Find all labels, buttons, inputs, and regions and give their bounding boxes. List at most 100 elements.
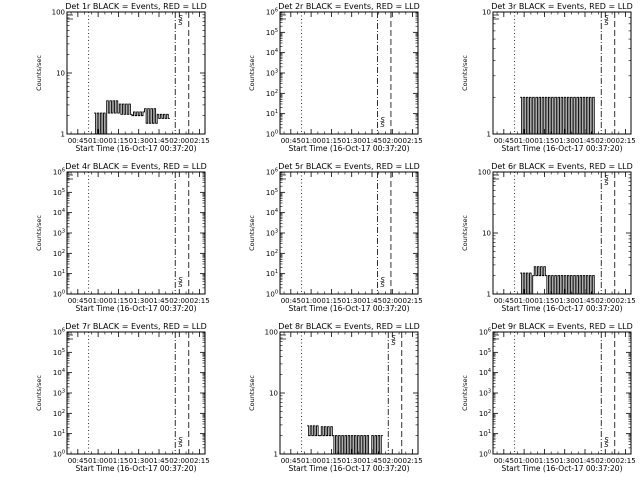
y-tick-label: 104: [266, 48, 278, 57]
x-tick-label: 00:45: [68, 137, 88, 145]
y-tick-label-exp: 4: [488, 368, 491, 374]
y-tick-label-exp: 1: [62, 269, 65, 275]
y-tick-label: 100: [53, 290, 65, 299]
x-tick-label: 02:15: [189, 297, 209, 305]
y-tick-label: 104: [479, 368, 491, 377]
x-tick-label: 01:15: [321, 457, 341, 465]
x-tick-label: 01:15: [108, 297, 128, 305]
x-tick-label: 01:30: [129, 137, 149, 145]
y-tick-label: 10: [269, 390, 278, 398]
panel-title: Det 9r BLACK = Events, RED = LLD: [491, 322, 633, 331]
y-axis-label: Counts/sec: [35, 215, 43, 251]
x-tick-label: 01:30: [342, 297, 362, 305]
annotation-label: S: [178, 436, 183, 444]
y-tick-label: 10: [482, 230, 491, 238]
panel-7: Det 7r BLACK = Events, RED = LLD10010110…: [35, 322, 210, 473]
y-tick-label: 105: [266, 28, 278, 37]
x-axis-label: Start Time (16-Oct-17 00:37:20): [501, 144, 622, 153]
panel-2: Det 2r BLACK = Events, RED = LLD10010110…: [248, 2, 423, 153]
x-tick-label: 01:45: [149, 137, 169, 145]
y-tick-label: 103: [479, 389, 491, 398]
y-tick-label-exp: 5: [488, 348, 491, 354]
y-tick-label-exp: 1: [275, 269, 278, 275]
x-tick-label: 00:45: [281, 457, 301, 465]
y-tick-label: 100: [265, 329, 278, 337]
y-tick-label: 105: [53, 188, 65, 197]
x-tick-label: 02:00: [382, 297, 402, 305]
annotation-label: S: [380, 116, 385, 124]
y-tick-label: 102: [266, 249, 278, 258]
y-tick-label: 101: [266, 109, 278, 118]
x-axis-label: Start Time (16-Oct-17 00:37:20): [501, 304, 622, 313]
annotation-label: S: [178, 276, 183, 284]
x-tick-label: 00:45: [68, 297, 88, 305]
x-tick-label: 01:15: [108, 457, 128, 465]
x-tick-label: 02:15: [189, 137, 209, 145]
x-tick-label: 02:15: [615, 137, 635, 145]
x-tick-label: 01:30: [342, 137, 362, 145]
y-tick-label-exp: 2: [488, 409, 491, 415]
y-tick-label-exp: 6: [62, 168, 65, 174]
annotation-label: S: [604, 179, 609, 187]
x-tick-label: 02:15: [402, 457, 422, 465]
plot-frame: [279, 11, 419, 135]
panel-8: Det 8r BLACK = Events, RED = LLD 1 10 100 00…: [248, 322, 423, 473]
y-tick-label: 1: [487, 291, 491, 299]
annotation-label: S: [604, 14, 609, 22]
y-tick-label: 106: [266, 8, 278, 17]
x-tick-label: 01:00: [301, 457, 321, 465]
x-tick-label: 02:00: [595, 137, 615, 145]
y-tick-label: 103: [266, 69, 278, 78]
x-tick-label: 01:15: [534, 137, 554, 145]
panel-title: Det 6r BLACK = Events, RED = LLD: [491, 162, 633, 171]
x-tick-label: 02:00: [169, 297, 189, 305]
x-tick-label: 00:45: [281, 297, 301, 305]
x-tick-label: 01:00: [514, 457, 534, 465]
y-tick-label: 100: [266, 290, 278, 299]
y-tick-label: 100: [479, 450, 491, 459]
y-tick-label-exp: 4: [62, 208, 65, 214]
x-tick-label: 00:45: [494, 137, 514, 145]
y-tick-label-exp: 6: [488, 328, 491, 334]
panel-1: Det 1r BLACK = Events, RED = LLD 1 10 100 00…: [35, 2, 210, 153]
y-tick-label-exp: 6: [275, 168, 278, 174]
y-tick-label-exp: 4: [62, 368, 65, 374]
y-tick-label: 106: [53, 328, 65, 337]
x-tick-label: 02:00: [595, 297, 615, 305]
y-tick-label-exp: 6: [62, 328, 65, 334]
y-tick-label-exp: 0: [275, 290, 278, 296]
plot-frame: [66, 331, 206, 455]
x-tick-label: 01:15: [321, 137, 341, 145]
panel-title: Det 8r BLACK = Events, RED = LLD: [278, 322, 420, 331]
x-tick-label: 01:45: [575, 297, 595, 305]
y-tick-label-exp: 1: [62, 429, 65, 435]
x-tick-label: 01:00: [88, 297, 108, 305]
y-tick-label: 102: [53, 409, 65, 418]
y-tick-label-exp: 0: [275, 130, 278, 136]
y-tick-label: 104: [53, 368, 65, 377]
y-tick-label-exp: 5: [62, 188, 65, 194]
y-tick-label: 100: [478, 169, 491, 177]
panel-title: Det 1r BLACK = Events, RED = LLD: [65, 2, 207, 11]
y-axis-label: Counts/sec: [248, 215, 256, 251]
y-tick-label: 103: [53, 229, 65, 238]
x-tick-label: 01:15: [534, 457, 554, 465]
y-axis-label: Counts/sec: [248, 375, 256, 411]
x-axis-label: Start Time (16-Oct-17 00:37:20): [75, 144, 196, 153]
y-tick-label-exp: 2: [62, 409, 65, 415]
y-tick-label: 101: [479, 429, 491, 438]
y-tick-label-exp: 3: [488, 389, 491, 395]
x-tick-label: 00:45: [281, 137, 301, 145]
y-tick-label: 100: [266, 130, 278, 139]
x-tick-label: 01:45: [575, 457, 595, 465]
y-tick-label-exp: 2: [275, 89, 278, 95]
x-tick-label: 02:15: [615, 457, 635, 465]
x-tick-label: 01:00: [514, 297, 534, 305]
x-axis-label: Start Time (16-Oct-17 00:37:20): [75, 464, 196, 473]
series-events-line: [307, 425, 383, 455]
y-tick-label: 104: [53, 208, 65, 217]
y-tick-label: 105: [266, 188, 278, 197]
x-tick-label: 01:30: [342, 457, 362, 465]
x-axis-label: Start Time (16-Oct-17 00:37:20): [288, 464, 409, 473]
